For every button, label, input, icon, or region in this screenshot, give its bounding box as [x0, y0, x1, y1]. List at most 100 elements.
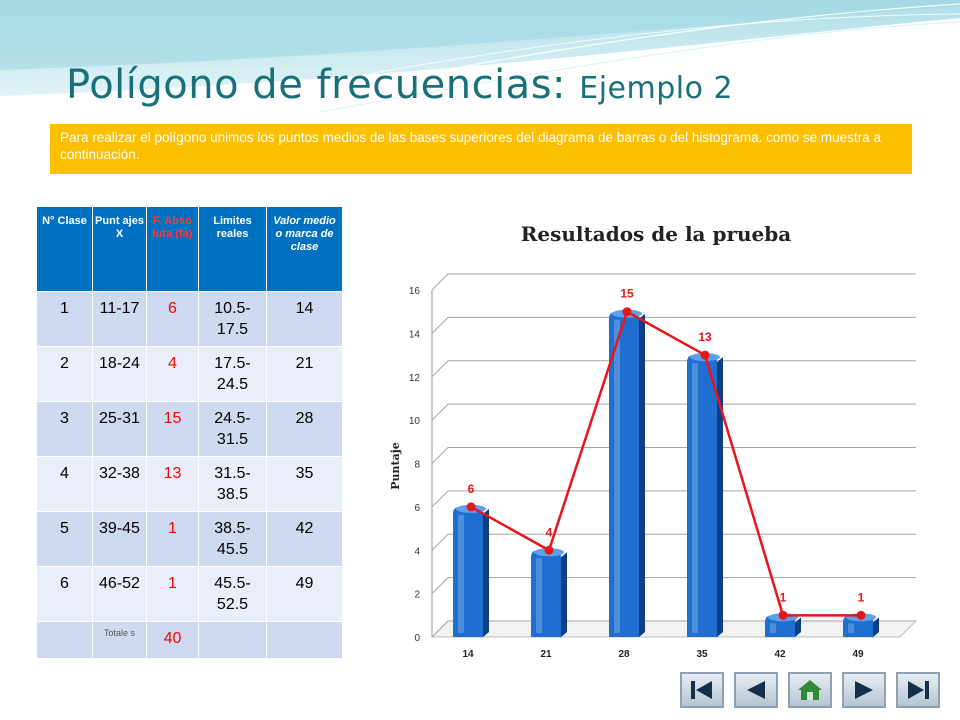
gridline	[431, 316, 916, 334]
data-label: 1	[780, 590, 787, 604]
cell-frecuencia: 6	[146, 291, 199, 347]
gridline	[431, 620, 916, 638]
gridline	[431, 273, 916, 291]
home-button[interactable]	[788, 672, 832, 708]
x-tick-label: 14	[462, 649, 474, 660]
page-title: Polígono de frecuencias: Ejemplo 2	[66, 62, 733, 108]
totals-row: Totale s 40	[36, 621, 343, 659]
polygon-point	[466, 502, 476, 512]
bar-side	[483, 508, 489, 637]
cell-marca: 42	[266, 511, 343, 567]
gridline	[431, 533, 916, 551]
bar-front	[453, 506, 483, 637]
x-tick-label: 49	[852, 649, 864, 660]
polygon-point	[856, 610, 866, 620]
y-tick-label: 6	[414, 503, 420, 514]
cell-frecuencia: 13	[146, 456, 199, 512]
frequency-table: N° Clase Punt ajes X F. Abso luta (fa) L…	[36, 206, 343, 659]
x-tick-label: 28	[618, 649, 630, 660]
gridline	[431, 360, 916, 378]
totals-value: 40	[146, 621, 199, 659]
cell-marca: 14	[266, 291, 343, 347]
cell-limites: 17.5-24.5	[198, 346, 267, 402]
table-row: 6 46-52 1 45.5-52.5 49	[36, 566, 343, 622]
bar-highlight	[692, 363, 698, 633]
table-row: 1 11-17 6 10.5-17.5 14	[36, 291, 343, 347]
cell-marca: 49	[266, 566, 343, 622]
table-row: 4 32-38 13 31.5-38.5 35	[36, 456, 343, 512]
totals-empty-cell	[36, 621, 93, 659]
polygon-point	[544, 545, 554, 555]
bar-side	[717, 357, 723, 637]
data-label: 6	[468, 482, 475, 496]
header-clase: N° Clase	[36, 206, 93, 292]
y-tick-label: 2	[414, 590, 420, 601]
x-tick-label: 42	[774, 649, 786, 660]
cell-puntajes: 25-31	[92, 401, 147, 457]
table-header-row: N° Clase Punt ajes X F. Abso luta (fa) L…	[36, 206, 343, 292]
polygon-point	[700, 350, 710, 360]
bar-side	[795, 617, 801, 637]
bar	[609, 309, 645, 637]
bar-highlight	[536, 558, 542, 633]
data-label: 13	[698, 330, 712, 344]
gridline	[431, 490, 916, 508]
data-label: 1	[858, 590, 865, 604]
cell-frecuencia: 1	[146, 566, 199, 622]
previous-slide-button[interactable]	[734, 672, 778, 708]
y-tick-label: 8	[414, 460, 420, 471]
cell-frecuencia: 1	[146, 511, 199, 567]
cell-puntajes: 11-17	[92, 291, 147, 347]
y-tick-label: 12	[409, 373, 421, 384]
cell-clase: 2	[36, 346, 93, 402]
x-tick-label: 21	[540, 649, 552, 660]
bar-side	[873, 617, 879, 637]
cell-marca: 21	[266, 346, 343, 402]
totals-label: Totale s	[92, 621, 147, 659]
totals-empty-cell	[266, 621, 343, 659]
bar-highlight	[848, 623, 854, 633]
cell-puntajes: 39-45	[92, 511, 147, 567]
y-tick-label: 4	[414, 546, 420, 557]
cell-frecuencia: 15	[146, 401, 199, 457]
chart-title: Resultados de la prueba	[520, 222, 792, 246]
cell-limites: 38.5-45.5	[198, 511, 267, 567]
cell-marca: 35	[266, 456, 343, 512]
table-row: 2 18-24 4 17.5-24.5 21	[36, 346, 343, 402]
bar-highlight	[614, 319, 620, 633]
cell-puntajes: 46-52	[92, 566, 147, 622]
bar-side	[639, 313, 645, 637]
bar-highlight	[458, 514, 464, 633]
cell-limites: 10.5-17.5	[198, 291, 267, 347]
header-marca: Valor medio o marca de clase	[266, 206, 343, 292]
intro-text: Para realizar el polígono unimos los pun…	[50, 124, 912, 174]
cell-frecuencia: 4	[146, 346, 199, 402]
bar	[687, 353, 723, 637]
last-slide-button[interactable]	[896, 672, 940, 708]
title-main: Polígono de frecuencias:	[66, 62, 567, 108]
cell-clase: 1	[36, 291, 93, 347]
header-limites: Limites reales	[198, 206, 267, 292]
table-row: 5 39-45 1 38.5-45.5 42	[36, 511, 343, 567]
bar	[453, 504, 489, 637]
cell-puntajes: 32-38	[92, 456, 147, 512]
y-tick-label: 0	[414, 633, 420, 644]
bar-front	[609, 311, 639, 637]
totals-empty-cell	[198, 621, 267, 659]
polygon-point	[778, 610, 788, 620]
bar-side	[561, 552, 567, 637]
header-puntajes: Punt ajes X	[92, 206, 147, 292]
cell-limites: 31.5-38.5	[198, 456, 267, 512]
y-axis-label: Puntaje	[389, 442, 402, 489]
next-slide-button[interactable]	[842, 672, 886, 708]
cell-limites: 24.5-31.5	[198, 401, 267, 457]
y-tick-label: 16	[409, 286, 421, 297]
gridline	[431, 403, 916, 421]
table-row: 3 25-31 15 24.5-31.5 28	[36, 401, 343, 457]
first-slide-button[interactable]	[680, 672, 724, 708]
title-sub: Ejemplo 2	[579, 71, 734, 106]
next-icon	[855, 681, 873, 699]
gridline	[431, 577, 916, 594]
